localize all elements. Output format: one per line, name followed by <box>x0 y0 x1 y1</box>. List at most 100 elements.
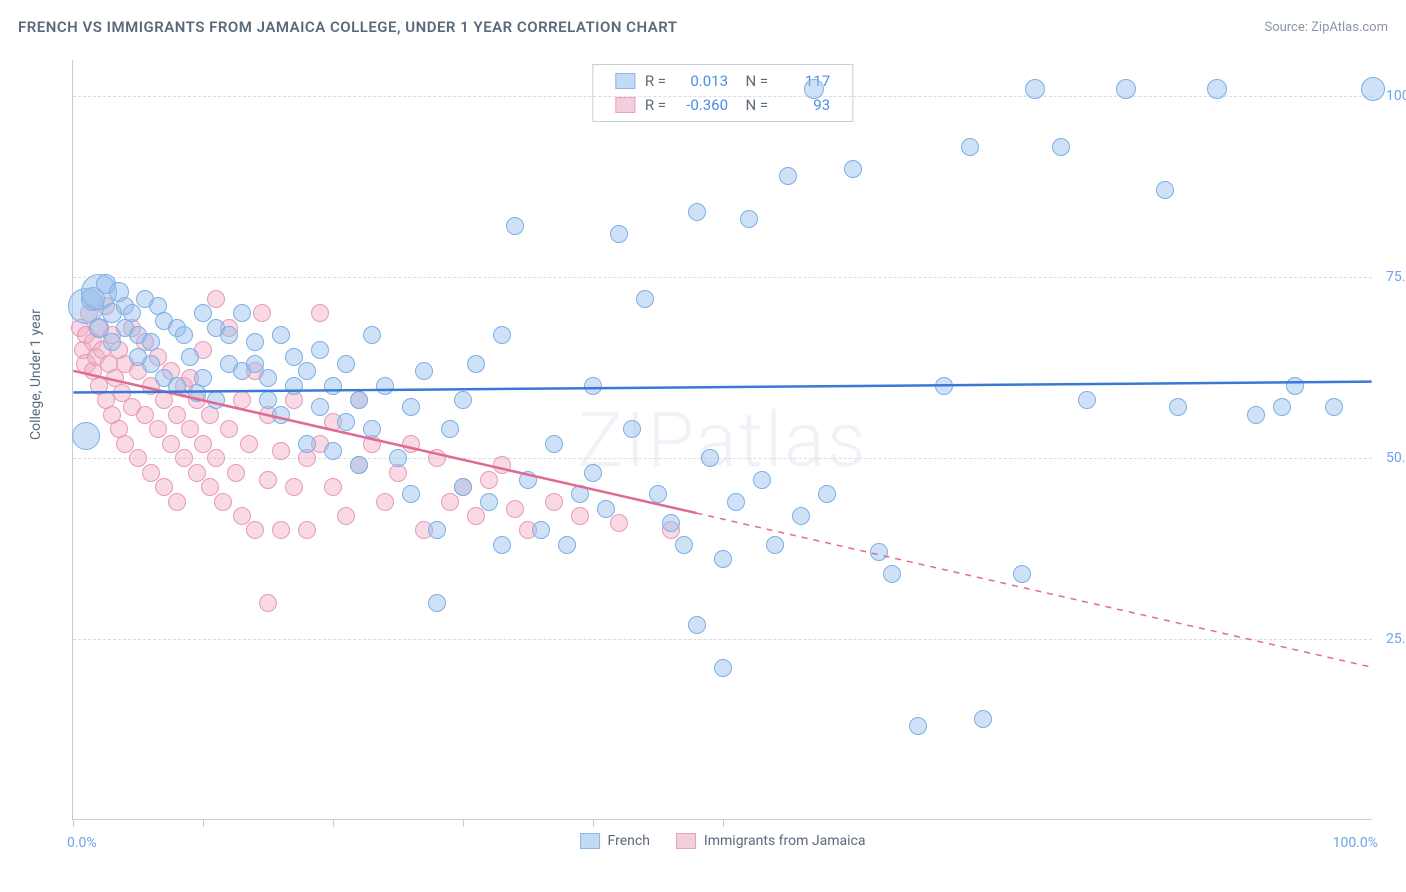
data-point <box>558 536 576 554</box>
data-point <box>1169 398 1187 416</box>
data-point <box>311 304 329 322</box>
data-point <box>285 478 303 496</box>
data-point <box>1361 77 1385 101</box>
swatch-a <box>615 73 635 89</box>
data-point <box>214 493 232 511</box>
data-point <box>376 377 394 395</box>
x-tick-label-max: 100.0% <box>1333 835 1378 851</box>
title-bar: FRENCH VS IMMIGRANTS FROM JAMAICA COLLEG… <box>18 18 1388 36</box>
data-point <box>149 420 167 438</box>
swatch-b <box>615 97 635 113</box>
data-point <box>337 413 355 431</box>
chart-title: FRENCH VS IMMIGRANTS FROM JAMAICA COLLEG… <box>18 18 678 36</box>
data-point <box>227 464 245 482</box>
swatch-a-icon <box>580 833 600 849</box>
legend-label-a: French <box>608 833 650 849</box>
data-point <box>480 471 498 489</box>
data-point <box>259 391 277 409</box>
data-point <box>168 493 186 511</box>
data-point <box>136 406 154 424</box>
stats-r-label: R = <box>645 69 666 93</box>
data-point <box>571 485 589 503</box>
data-point <box>207 391 225 409</box>
data-point <box>662 514 680 532</box>
data-point <box>454 391 472 409</box>
data-point <box>285 377 303 395</box>
x-tick-label-min: 0.0% <box>67 835 97 851</box>
data-point <box>1116 79 1136 99</box>
data-point <box>402 398 420 416</box>
data-point <box>220 420 238 438</box>
data-point <box>259 369 277 387</box>
data-point <box>675 536 693 554</box>
data-point <box>584 377 602 395</box>
data-point <box>194 304 212 322</box>
data-point <box>909 717 927 735</box>
plot-area: ZIPatlas R = 0.013 N = 117 R = -0.360 N … <box>72 60 1372 820</box>
data-point <box>727 493 745 511</box>
data-point <box>961 138 979 156</box>
data-point <box>259 594 277 612</box>
data-point <box>1286 377 1304 395</box>
data-point <box>441 420 459 438</box>
data-point <box>246 521 264 539</box>
data-point <box>207 290 225 308</box>
data-point <box>883 565 901 583</box>
data-point <box>688 616 706 634</box>
data-point <box>233 304 251 322</box>
data-point <box>844 160 862 178</box>
data-point <box>636 290 654 308</box>
data-point <box>1025 79 1045 99</box>
data-point <box>467 355 485 373</box>
data-point <box>298 362 316 380</box>
data-point <box>350 456 368 474</box>
data-point <box>155 391 173 409</box>
legend-item-a: French <box>580 833 650 849</box>
data-point <box>974 710 992 728</box>
data-point <box>610 225 628 243</box>
data-point <box>571 507 589 525</box>
data-point <box>532 521 550 539</box>
data-point <box>467 507 485 525</box>
data-point <box>506 500 524 518</box>
data-point <box>272 326 290 344</box>
data-point <box>207 449 225 467</box>
data-point <box>818 485 836 503</box>
data-point <box>389 449 407 467</box>
data-point <box>714 659 732 677</box>
data-point <box>240 435 258 453</box>
data-point <box>246 333 264 351</box>
data-point <box>246 355 264 373</box>
data-point <box>194 369 212 387</box>
legend-label-b: Immigrants from Jamaica <box>704 833 866 849</box>
data-point <box>201 478 219 496</box>
data-point <box>298 435 316 453</box>
data-point <box>337 355 355 373</box>
data-point <box>688 203 706 221</box>
data-point <box>493 456 511 474</box>
data-point <box>623 420 641 438</box>
data-point <box>766 536 784 554</box>
data-point <box>714 550 732 568</box>
data-point <box>103 333 121 351</box>
data-point <box>311 398 329 416</box>
data-point <box>480 493 498 511</box>
data-point <box>363 420 381 438</box>
data-point <box>188 464 206 482</box>
data-point <box>123 304 141 322</box>
data-point <box>175 326 193 344</box>
data-point <box>493 536 511 554</box>
data-point <box>545 435 563 453</box>
data-point <box>1156 181 1174 199</box>
data-point <box>168 377 186 395</box>
data-point <box>72 422 100 450</box>
data-point <box>175 449 193 467</box>
y-tick-label: 25.0% <box>1376 631 1406 647</box>
data-point <box>402 485 420 503</box>
data-point <box>233 391 251 409</box>
data-point <box>253 304 271 322</box>
data-point <box>506 217 524 235</box>
data-point <box>402 435 420 453</box>
data-point <box>298 521 316 539</box>
data-point <box>454 478 472 496</box>
